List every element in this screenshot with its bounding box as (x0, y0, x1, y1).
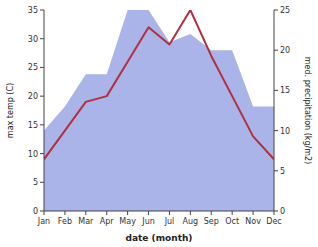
x-tick (169, 211, 170, 215)
y-tick-label: 0 (33, 207, 38, 216)
chart-container: 0 5 10 15 20 25 30 35 0 5 10 15 20 25 Jan Feb Mar Apr May J… (0, 0, 318, 247)
x-tick (85, 211, 86, 215)
x-tick (232, 211, 233, 215)
y-axis-label: max temp (C) (6, 83, 15, 138)
x-axis-label: date (month) (126, 233, 193, 243)
x-tick (148, 211, 149, 215)
precip-area (44, 10, 274, 211)
y2-tick-label: 10 (280, 127, 290, 136)
y2-tick (274, 170, 278, 171)
axes: 0 5 10 15 20 25 30 35 0 5 10 15 20 25 Jan Feb Mar Apr May J… (28, 6, 290, 226)
y-tick (40, 38, 44, 39)
chart: 0 5 10 15 20 25 30 35 0 5 10 15 20 25 Jan Feb Mar Apr May J… (0, 0, 318, 247)
y-axis-line (44, 10, 45, 211)
y2-axis-line (274, 10, 275, 211)
y2-tick (274, 211, 278, 212)
x-tick (274, 211, 275, 215)
y2-tick (274, 90, 278, 91)
y-tick-label: 10 (28, 150, 38, 159)
y2-tick (274, 130, 278, 131)
x-tick-label: Mar (78, 217, 94, 226)
y2-tick (274, 10, 278, 11)
x-tick (211, 211, 212, 215)
x-tick-label: May (119, 217, 136, 226)
y2-tick (274, 50, 278, 51)
x-tick-label: Jan (37, 217, 50, 226)
x-axis-line (44, 211, 274, 212)
y-tick (40, 211, 44, 212)
plot-area (44, 10, 274, 211)
x-tick-label: Aug (183, 217, 199, 226)
x-tick-label: Dec (266, 217, 281, 226)
y-tick-label: 25 (28, 63, 38, 72)
y-tick (40, 182, 44, 183)
y2-tick-label: 25 (280, 6, 290, 15)
x-tick (253, 211, 254, 215)
x-tick-label: Nov (245, 217, 261, 226)
y-tick-label: 20 (28, 92, 38, 101)
y-tick (40, 153, 44, 154)
y2-tick-label: 0 (280, 207, 285, 216)
x-tick-label: Jul (164, 217, 175, 226)
y-tick-label: 35 (28, 6, 38, 15)
y2-axis-label: med. precipitation (kg/m2) (303, 57, 312, 164)
y-tick (40, 96, 44, 97)
x-tick (44, 211, 45, 215)
x-tick-label: Sep (204, 217, 219, 226)
y-tick-label: 15 (28, 121, 38, 130)
y-tick (40, 67, 44, 68)
y2-tick-label: 15 (280, 86, 290, 95)
temp-line (44, 10, 274, 159)
y-tick (40, 10, 44, 11)
x-tick (190, 211, 191, 215)
y2-tick-label: 20 (280, 46, 290, 55)
x-tick (127, 211, 128, 215)
y2-tick-label: 5 (280, 167, 285, 176)
x-tick-label: Apr (100, 217, 115, 226)
y-tick-label: 5 (33, 178, 38, 187)
y-tick (40, 124, 44, 125)
y-tick-label: 30 (28, 35, 38, 44)
x-tick (106, 211, 107, 215)
x-tick-label: Feb (58, 217, 72, 226)
x-tick (64, 211, 65, 215)
x-tick-label: Oct (225, 217, 239, 226)
x-tick-label: Jun (141, 217, 155, 226)
